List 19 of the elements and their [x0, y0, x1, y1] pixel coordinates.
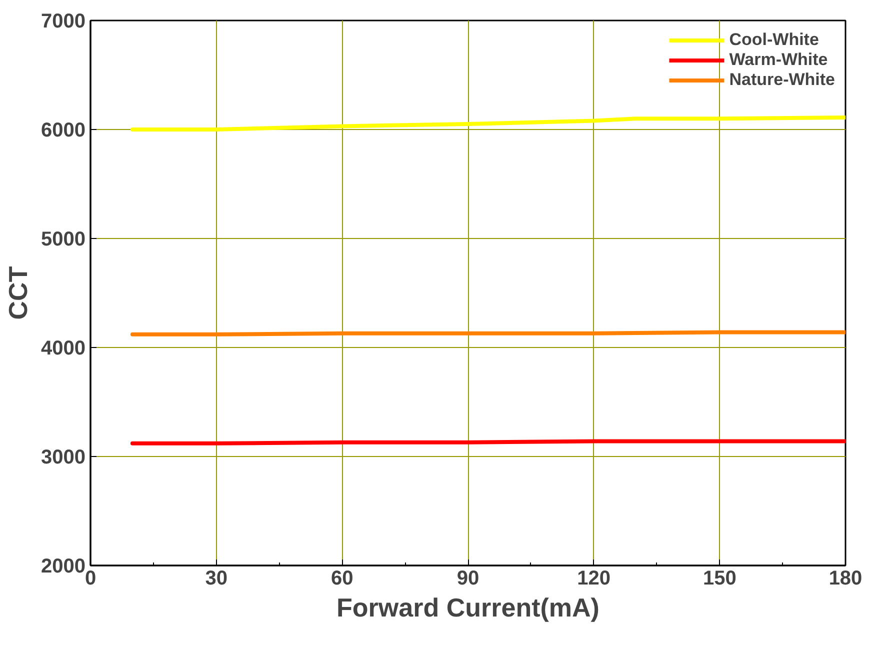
x-tick-label: 120 — [577, 568, 611, 590]
x-tick-label: 60 — [331, 568, 354, 590]
y-tick-label: 2000 — [41, 556, 86, 578]
x-tick-label: 150 — [702, 568, 736, 590]
x-tick-label: 180 — [828, 568, 862, 590]
y-axis-title: CCT — [3, 266, 34, 320]
y-tick-label: 6000 — [41, 120, 86, 142]
line-series — [130, 116, 846, 132]
legend-label: Cool-White — [729, 30, 819, 50]
x-axis-title: Forward Current(mA) — [336, 592, 600, 622]
legend-label: Warm-White — [729, 50, 828, 70]
y-tick-label: 3000 — [41, 446, 86, 468]
x-tick-label: 30 — [205, 568, 228, 590]
y-tick-label: 7000 — [41, 10, 86, 32]
x-tick-label: 0 — [84, 568, 96, 590]
legend-label: Nature-White — [729, 70, 835, 90]
x-tick-label: 90 — [456, 568, 480, 590]
y-tick-label: 4000 — [41, 338, 86, 360]
y-tick-label: 5000 — [41, 228, 86, 250]
